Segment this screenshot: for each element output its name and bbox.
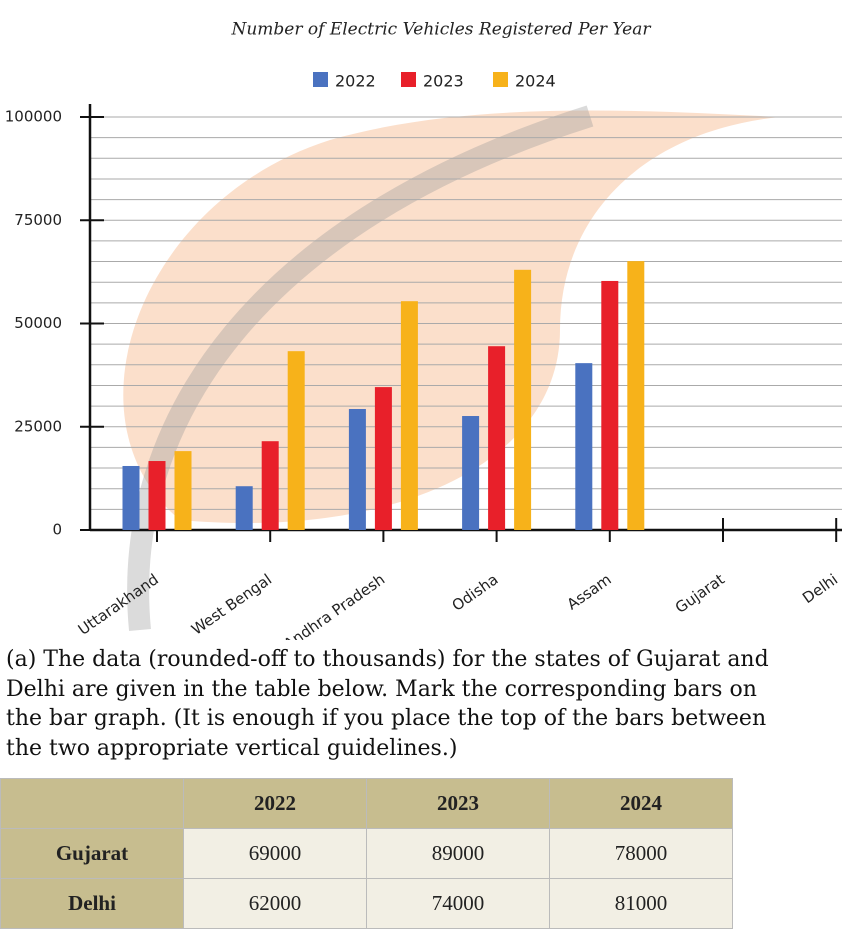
y-tick-label: 75000	[14, 211, 62, 229]
bar	[374, 387, 392, 530]
legend-label: 2023	[423, 72, 464, 91]
table-cell	[0, 778, 184, 829]
legend-swatch	[401, 72, 416, 87]
table-row: 2022 2023 2024	[0, 778, 733, 829]
table-cell: 2023	[366, 778, 550, 829]
table-cell: 2022	[183, 778, 367, 829]
x-tick-label: Andhra Pradesh	[280, 570, 388, 640]
watermark-stroke	[127, 105, 594, 632]
question: (a) The data (rounded-off to thousands) …	[6, 647, 769, 761]
data-table: 2022 2023 2024 Gujarat 69000 89000 78000 Delhi 6…	[0, 778, 733, 929]
table-cell: 89000	[366, 828, 550, 879]
bar	[462, 416, 480, 530]
table-cell: 81000	[549, 878, 733, 929]
x-tick-label: Delhi	[799, 570, 841, 607]
x-tick-label: Gujarat	[672, 570, 728, 617]
bar	[235, 486, 253, 530]
table-row: Gujarat 69000 89000 78000	[0, 828, 733, 879]
chart-title: Number of Electric Vehicles Registered P…	[230, 20, 651, 40]
table-row: Delhi 62000 74000 81000	[0, 878, 733, 929]
table-cell: 69000	[183, 828, 367, 879]
chart: Number of Electric Vehicles Registered P…	[5, 20, 842, 640]
x-tick-label: West Bengal	[188, 570, 275, 638]
bar	[174, 451, 192, 530]
bar	[601, 280, 619, 530]
x-tick-label: Odisha	[449, 570, 502, 615]
bar	[627, 261, 645, 530]
bar	[514, 269, 532, 530]
legend-label: 2024	[515, 72, 556, 91]
table-cell: 74000	[366, 878, 550, 929]
legend-label: 2022	[335, 72, 376, 91]
watermark-leaf	[123, 110, 780, 524]
bar	[287, 351, 305, 530]
table-cell: 62000	[183, 878, 367, 929]
y-tick-label: 25000	[14, 417, 62, 435]
bar	[488, 346, 506, 530]
bar	[261, 441, 279, 530]
table-cell: Gujarat	[0, 828, 184, 879]
legend-swatch	[313, 72, 328, 87]
y-tick-label: 0	[52, 521, 62, 539]
bar	[148, 461, 166, 530]
table-cell: Delhi	[0, 878, 184, 929]
bar	[575, 363, 593, 530]
bar	[400, 301, 418, 530]
y-tick-label: 50000	[14, 314, 62, 332]
table-cell: 2024	[549, 778, 733, 829]
legend-swatch	[493, 72, 508, 87]
y-tick-label: 100000	[5, 108, 62, 126]
table-cell: 78000	[549, 828, 733, 879]
bar	[348, 408, 366, 530]
bar	[122, 465, 140, 530]
x-tick-label: Assam	[564, 570, 615, 613]
